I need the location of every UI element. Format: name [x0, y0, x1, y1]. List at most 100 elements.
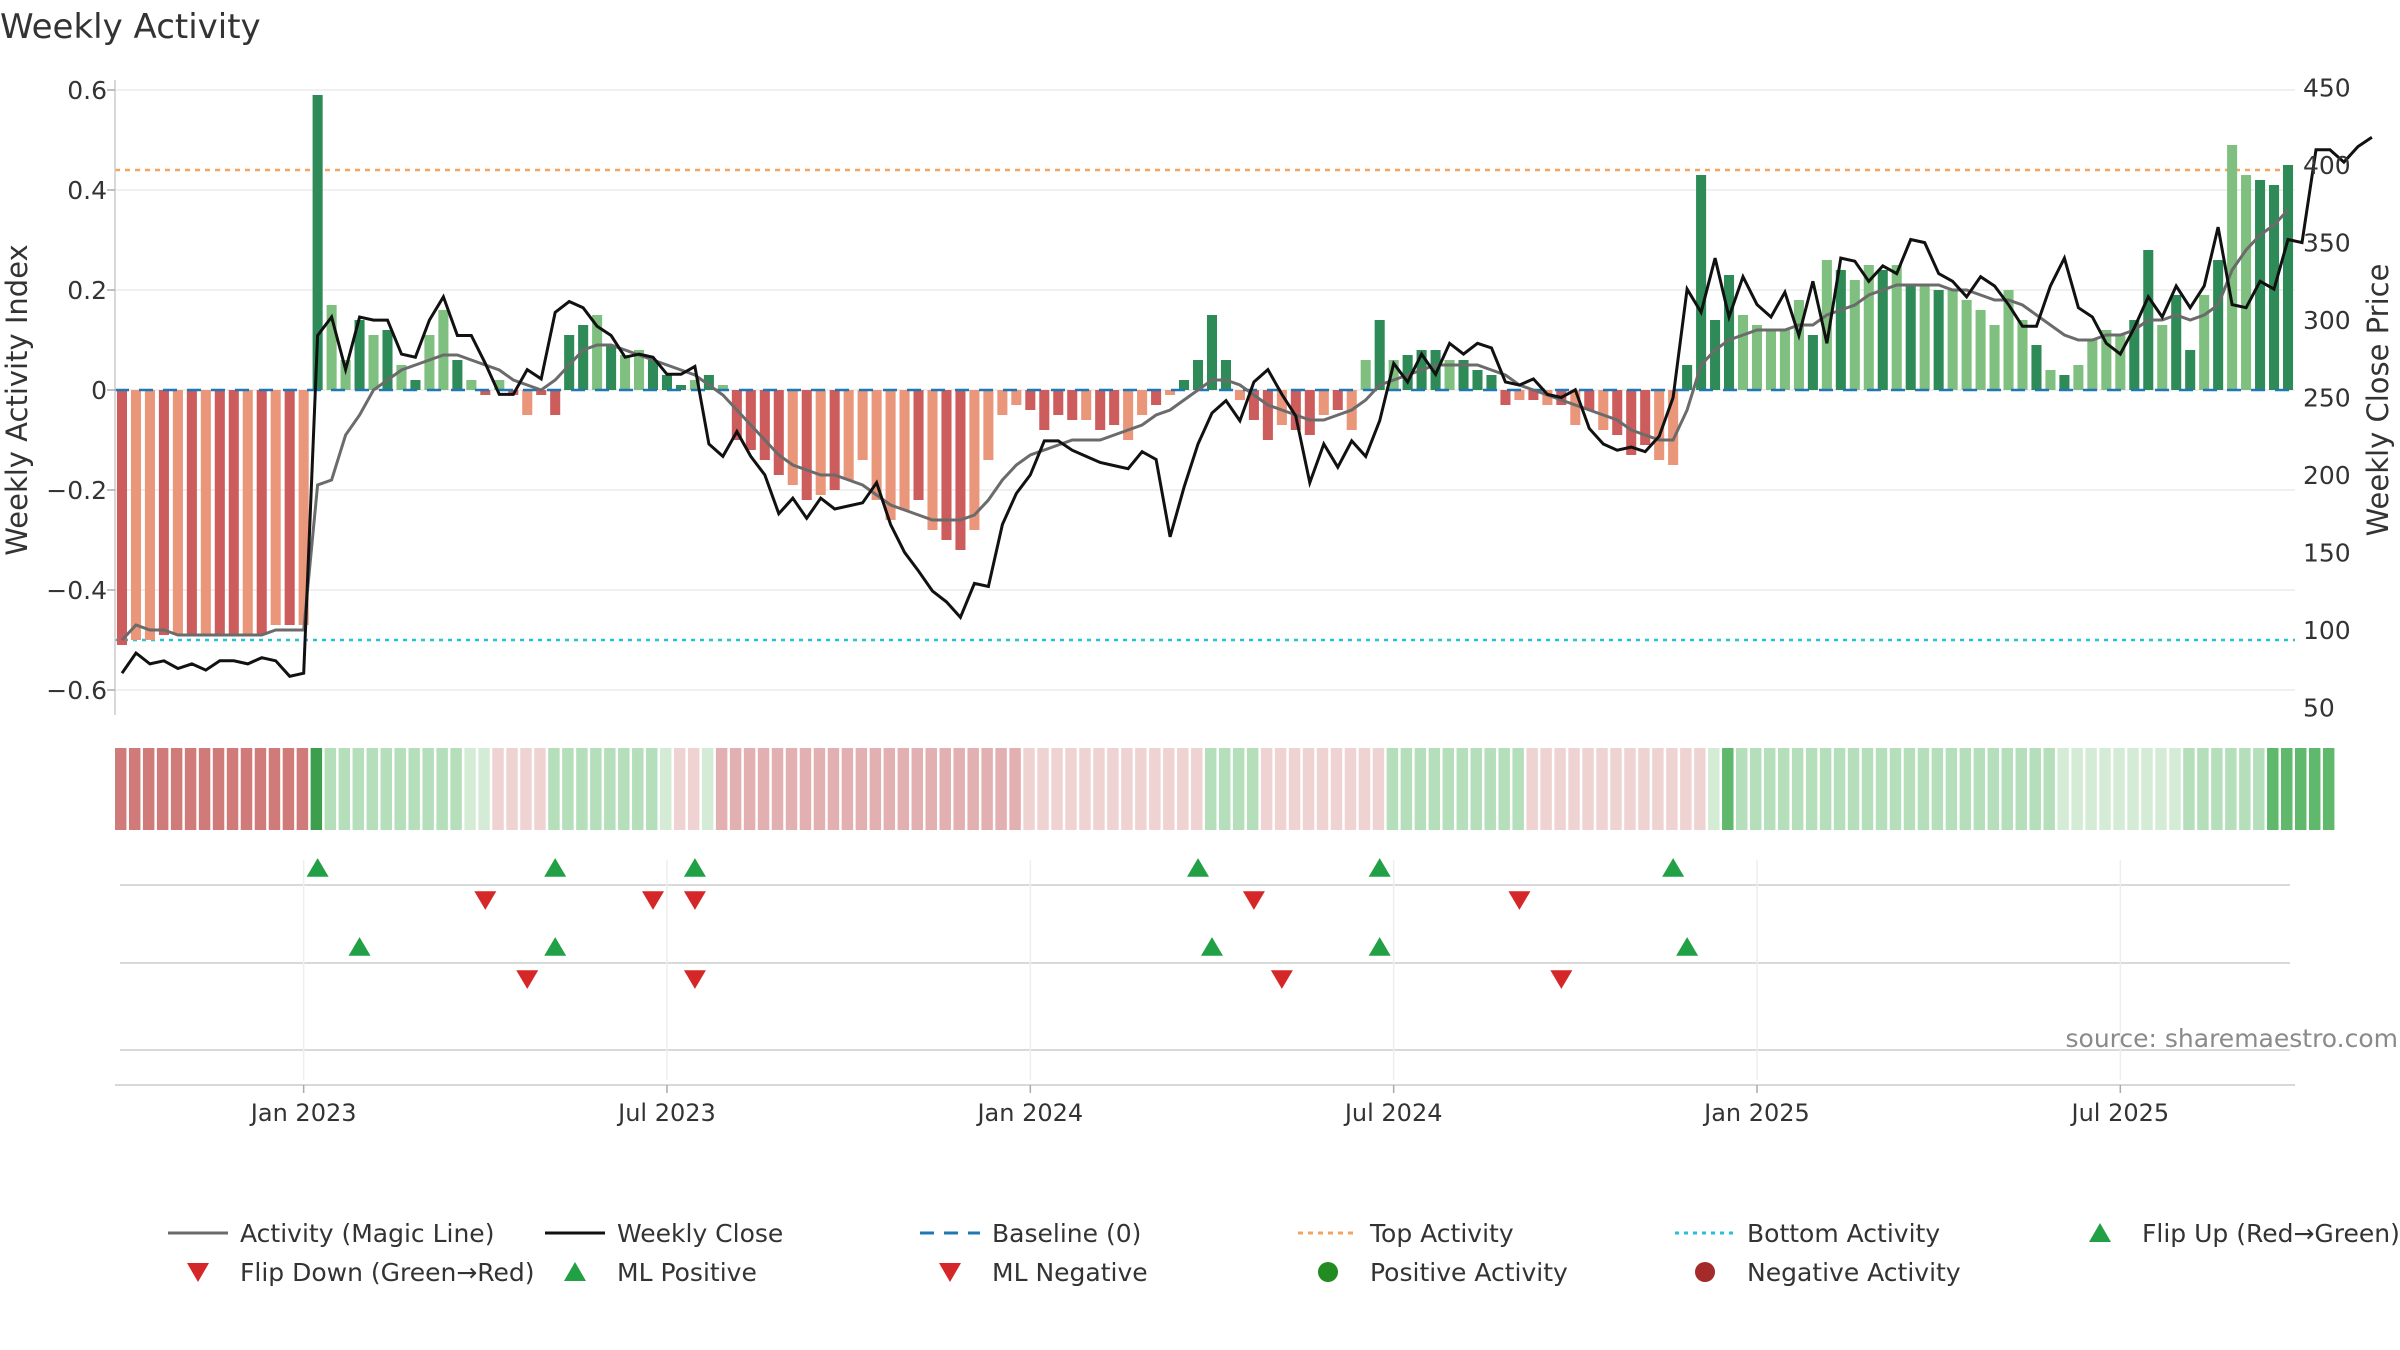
x-tick-label: Jul 2025	[2069, 1099, 2169, 1127]
left-axis-ticks: 0.6 0.4 0.2 0 −0.2 −0.4 −0.6	[46, 76, 115, 705]
right-axis-label: Weekly Close Price	[2361, 264, 2395, 537]
heat-cell	[841, 748, 854, 830]
heat-cell	[422, 748, 434, 830]
heat-cell	[1288, 748, 1301, 830]
heat-cell	[352, 748, 365, 830]
heat-cell	[2225, 748, 2237, 830]
activity-bar	[424, 335, 435, 390]
heat-cell	[1498, 748, 1510, 830]
heat-cell	[1638, 748, 1650, 830]
activity-bar	[759, 390, 770, 460]
heat-cell	[2169, 748, 2181, 830]
ml-positive-marker	[1676, 937, 1699, 956]
x-tick-label: Jul 2024	[1343, 1099, 1443, 1127]
activity-bar	[1821, 260, 1832, 390]
ml-positive-marker	[348, 937, 371, 956]
heat-cell	[1330, 748, 1343, 830]
legend-label: ML Positive	[617, 1258, 757, 1287]
heat-cell	[2281, 748, 2293, 830]
activity-bar	[1640, 390, 1651, 445]
heat-cell	[115, 748, 127, 830]
activity-bar	[2087, 340, 2098, 390]
heat-cell	[2127, 748, 2139, 830]
heat-cell	[1708, 748, 1720, 830]
legend-label: Baseline (0)	[992, 1219, 1141, 1248]
heat-cell	[268, 748, 281, 830]
legend-item: ML Negative	[939, 1258, 1148, 1287]
heat-cell	[1917, 748, 1930, 830]
legend-item: Positive Activity	[1318, 1258, 1568, 1287]
heat-cell	[464, 748, 476, 830]
heat-cell	[2155, 748, 2167, 830]
flip-up-marker	[1368, 858, 1391, 877]
activity-bar	[1025, 390, 1036, 410]
activity-bar	[1668, 390, 1679, 465]
activity-bar	[1081, 390, 1092, 420]
heat-cell	[660, 748, 672, 830]
activity-bar	[242, 390, 253, 635]
activity-bar	[284, 390, 295, 625]
heat-cell	[1791, 748, 1804, 830]
activity-bar	[1584, 390, 1595, 410]
legend-item: Baseline (0)	[920, 1219, 1141, 1248]
heat-cell	[1861, 748, 1874, 830]
heat-cell	[1232, 748, 1245, 830]
heat-cell	[548, 748, 560, 830]
heat-cell	[296, 748, 309, 830]
legend-item: Flip Down (Green→Red)	[187, 1258, 535, 1287]
activity-bar	[228, 390, 239, 635]
activity-bar	[578, 325, 589, 390]
activity-bar	[1710, 320, 1721, 390]
heat-cell	[1582, 748, 1594, 830]
legend-label: Negative Activity	[1747, 1258, 1961, 1287]
heat-cell	[757, 748, 770, 830]
activity-bar	[1626, 390, 1637, 455]
activity-bar	[1053, 390, 1064, 415]
activity-bar	[270, 390, 281, 625]
heat-cell	[1051, 748, 1063, 830]
heat-cell	[310, 748, 323, 830]
activity-bar	[1863, 265, 1874, 390]
activity-bar	[927, 390, 938, 530]
activity-bar	[871, 390, 882, 500]
chart-title: Weekly Activity	[0, 7, 261, 47]
activity-bar	[144, 390, 155, 640]
activity-bar	[815, 390, 826, 495]
heat-cell	[1875, 748, 1888, 830]
heat-cell	[2239, 748, 2251, 830]
activity-bar	[1486, 375, 1497, 390]
heat-cell	[1540, 748, 1552, 830]
activity-bar	[1248, 390, 1259, 420]
heat-cell	[282, 748, 295, 830]
activity-bar	[1290, 390, 1301, 430]
legend-swatch	[1695, 1262, 1715, 1282]
legend-item: Negative Activity	[1695, 1258, 1961, 1287]
activity-bar	[1206, 315, 1218, 390]
activity-bar	[2003, 290, 2014, 390]
activity-bar	[1276, 390, 1287, 425]
flip-up-marker	[544, 858, 567, 877]
heat-cell	[142, 748, 155, 830]
activity-bar	[913, 390, 924, 500]
activity-bar	[1765, 330, 1776, 390]
heat-cell	[1931, 748, 1944, 830]
activity-bar	[158, 390, 169, 635]
activity-bar	[522, 390, 533, 415]
legend-item: Activity (Magic Line)	[168, 1219, 494, 1248]
right-tick-label: 50	[2303, 693, 2335, 722]
activity-bar	[536, 390, 547, 395]
activity-bar	[2282, 165, 2294, 390]
heat-cell	[1316, 748, 1329, 830]
heat-cell	[883, 748, 896, 830]
x-tick-label: Jan 2024	[975, 1099, 1083, 1127]
activity-bar	[675, 385, 686, 390]
heat-cell	[1819, 748, 1832, 830]
activity-bar	[298, 390, 309, 625]
activity-bar	[326, 305, 337, 390]
heat-cell	[254, 748, 267, 830]
ml-negative-marker	[516, 970, 539, 989]
activity-bar	[620, 355, 631, 390]
flip-down-marker	[1242, 891, 1265, 910]
activity-bar	[2241, 175, 2252, 390]
activity-bar	[1737, 315, 1749, 390]
